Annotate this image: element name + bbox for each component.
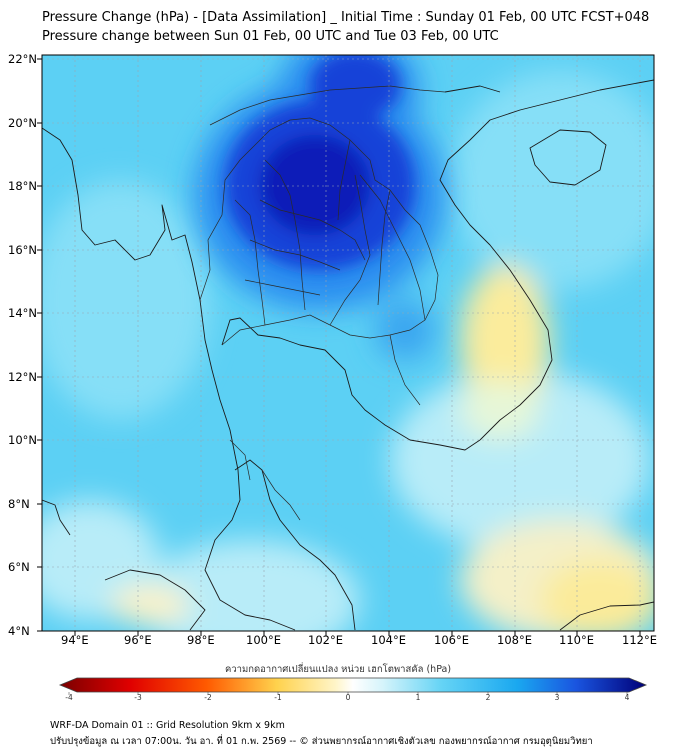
footer-credit: ปรับปรุงข้อมูล ณ เวลา 07:00น. วัน อา. ที…: [50, 736, 593, 747]
colorbar: [58, 677, 648, 695]
lon-label: 98°E: [187, 633, 215, 647]
colorbar-label: ความกดอากาศเปลี่ยนแปลง หน่วย เฮกโตพาสคัล…: [224, 664, 452, 675]
colorbar-tick-label: 1: [415, 693, 421, 702]
field-light-se: [390, 370, 650, 550]
footer-model-info: WRF-DA Domain 01 :: Grid Resolution 9km …: [50, 720, 285, 731]
graticule: [42, 55, 654, 631]
lat-label: 20°N: [8, 116, 37, 130]
colorbar-tick-label: 4: [624, 693, 630, 702]
map-frame: [41, 54, 655, 632]
field-yellow-se: [540, 560, 654, 631]
lat-label: 16°N: [8, 243, 37, 257]
colorbar-tick-label: 0: [345, 693, 351, 702]
coastlines: [42, 79, 654, 631]
field-light-west: [42, 180, 210, 420]
lon-label: 100°E: [246, 633, 281, 647]
colorbar-tick-label: -2: [204, 693, 212, 702]
field-blue-cambodia: [375, 300, 435, 360]
colorbar-tick-label: -3: [134, 693, 142, 702]
sumatra-outline: [104, 569, 206, 631]
lat-label: 4°N: [8, 624, 30, 638]
field-yellow-vietnam: [460, 265, 550, 415]
lon-label: 102°E: [308, 633, 343, 647]
pressure-change-map: [37, 54, 655, 695]
lon-label: 104°E: [371, 633, 406, 647]
lat-label: 18°N: [8, 179, 37, 193]
colorbar-tick-label: -4: [65, 693, 73, 702]
lon-label: 96°E: [124, 633, 152, 647]
lat-label: 10°N: [8, 433, 37, 447]
field-light-east: [450, 70, 654, 290]
colorbar-ticks: [68, 692, 628, 695]
field-blue-mid-north: [310, 55, 400, 120]
colorbar-ramp: [58, 677, 648, 693]
lon-label: 110°E: [559, 633, 594, 647]
lat-label: 14°N: [8, 306, 37, 320]
lon-label: 94°E: [61, 633, 89, 647]
field-light-south: [140, 540, 360, 631]
lat-label: 6°N: [8, 560, 30, 574]
lon-label: 108°E: [497, 633, 532, 647]
lat-label: 8°N: [8, 497, 30, 511]
hainan-outline: [529, 129, 607, 186]
country-borders: [199, 85, 446, 521]
map-field: [42, 55, 654, 631]
colorbar-tick-label: 2: [485, 693, 491, 702]
lat-label: 12°N: [8, 370, 37, 384]
lon-label: 112°E: [622, 633, 657, 647]
colorbar-tick-label: 3: [554, 693, 560, 702]
chart-subtitle: Pressure change between Sun 01 Feb, 00 U…: [42, 29, 499, 44]
lon-label: 106°E: [434, 633, 469, 647]
chart-title: Pressure Change (hPa) - [Data Assimilati…: [42, 10, 650, 25]
colorbar-tick-label: -1: [274, 693, 282, 702]
field-pale-yellow-sw: [110, 585, 190, 625]
field-blue-core: [260, 135, 370, 235]
field-pale-vietnam: [460, 380, 540, 440]
lat-label: 22°N: [8, 52, 37, 66]
axis-ticks: [37, 58, 641, 636]
